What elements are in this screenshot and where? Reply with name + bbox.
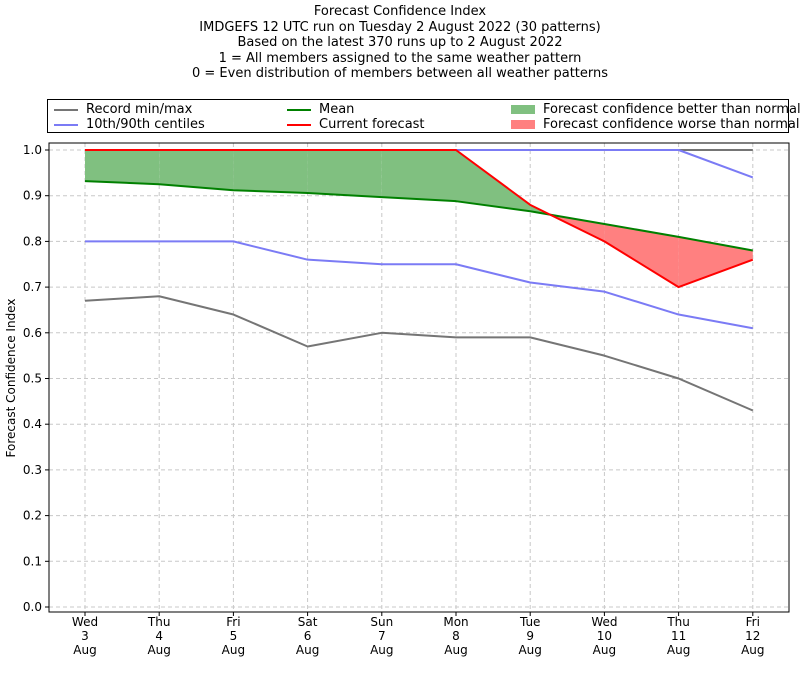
x-tick-label: 6 — [304, 629, 312, 643]
legend-label-centiles: 10th/90th centiles — [86, 117, 205, 132]
x-tick-label: Sun — [370, 615, 393, 629]
gridlines — [49, 143, 789, 612]
x-tick-label: Thu — [666, 615, 690, 629]
y-axis-label: Forecast Confidence Index — [4, 299, 18, 458]
legend-swatch-worse — [511, 120, 535, 129]
better-than-normal-area — [381, 150, 456, 202]
x-tick-label: 10 — [597, 629, 612, 643]
y-tick-label: 0.3 — [23, 463, 42, 477]
y-tick-label: 0.9 — [23, 189, 42, 203]
better-than-normal-area — [85, 150, 160, 185]
x-tick-label: 9 — [526, 629, 534, 643]
y-tick-label: 1.0 — [23, 143, 42, 157]
confidence-fill-areas — [85, 150, 753, 288]
x-axis-ticks: Wed3AugThu4AugFri5AugSat6AugSun7AugMon8A… — [72, 612, 765, 657]
x-tick-label: 3 — [81, 629, 89, 643]
x-tick-label: Thu — [147, 615, 171, 629]
plot-frame — [48, 142, 790, 613]
x-tick-label: Aug — [667, 643, 690, 657]
legend-label-current: Current forecast — [319, 117, 425, 132]
y-tick-label: 0.1 — [23, 554, 42, 568]
x-tick-label: Tue — [519, 615, 541, 629]
better-than-normal-area — [307, 150, 382, 198]
x-tick-label: Fri — [746, 615, 760, 629]
legend-label-record: Record min/max — [86, 102, 193, 117]
series-lines — [84, 149, 754, 412]
x-tick-label: 11 — [671, 629, 686, 643]
y-axis-ticks: 0.0 0.1 0.2 0.3 0.4 0.5 0.6 0.7 0.8 0.9 1.0 — [23, 143, 49, 614]
x-tick-label: Aug — [73, 643, 96, 657]
y-tick-label: 0.6 — [23, 326, 42, 340]
chart-title: Forecast Confidence Index IMDGEFS 12 UTC… — [0, 4, 800, 82]
x-tick-label: 12 — [745, 629, 760, 643]
x-tick-label: Aug — [370, 643, 393, 657]
mean-line — [84, 180, 753, 252]
record-min-line — [84, 295, 754, 412]
better-than-normal-area — [159, 150, 234, 191]
x-tick-label: Aug — [222, 643, 245, 657]
x-tick-label: 4 — [155, 629, 163, 643]
worse-than-normal-area — [604, 224, 679, 288]
centile-10-line — [85, 240, 753, 330]
legend-label-better: Forecast confidence better than normal — [543, 102, 800, 117]
x-tick-label: Aug — [444, 643, 467, 657]
x-tick-label: Fri — [226, 615, 240, 629]
legend-item-centiles: 10th/90th centiles — [54, 117, 205, 132]
title-line-1: Forecast Confidence Index — [313, 4, 487, 19]
y-tick-label: 0.8 — [23, 234, 42, 248]
x-tick-label: Aug — [296, 643, 319, 657]
x-tick-label: Aug — [518, 643, 541, 657]
x-tick-label: Mon — [443, 615, 468, 629]
x-tick-label: Sat — [298, 615, 318, 629]
legend-item-current: Current forecast — [287, 117, 425, 132]
legend-swatch-current — [287, 123, 311, 126]
worse-than-normal-area — [678, 236, 753, 288]
title-line-5: 0 = Even distribution of members between… — [191, 66, 609, 81]
y-tick-label: 0.5 — [23, 372, 42, 386]
x-tick-label: 7 — [378, 629, 386, 643]
better-than-normal-area — [456, 150, 531, 212]
y-tick-label: 0.7 — [23, 280, 42, 294]
y-tick-label: 0.2 — [23, 509, 42, 523]
legend-swatch-mean — [287, 108, 311, 111]
legend-label-worse: Forecast confidence worse than normal — [543, 117, 800, 132]
x-tick-label: Aug — [741, 643, 764, 657]
x-tick-label: 5 — [230, 629, 238, 643]
x-tick-label: Aug — [593, 643, 616, 657]
x-tick-label: Aug — [147, 643, 170, 657]
legend-swatch-record — [54, 108, 78, 111]
legend-item-record: Record min/max — [54, 102, 192, 117]
better-than-normal-area — [233, 150, 308, 193]
y-tick-label: 0.4 — [23, 417, 42, 431]
legend-label-mean: Mean — [319, 102, 355, 117]
legend-swatch-better — [511, 105, 535, 114]
title-line-3: Based on the latest 370 runs up to 2 Aug… — [237, 35, 563, 50]
legend-item-worse: Forecast confidence worse than normal — [511, 117, 800, 132]
y-tick-label: 0.0 — [23, 600, 42, 614]
title-line-4: 1 = All members assigned to the same wea… — [218, 50, 582, 66]
current-forecast-line — [85, 149, 754, 289]
legend: Record min/max 10th/90th centiles Mean C… — [47, 99, 800, 133]
x-tick-label: Wed — [591, 615, 617, 629]
legend-swatch-centiles — [54, 123, 78, 126]
legend-item-mean: Mean — [287, 102, 354, 117]
x-tick-label: Wed — [72, 615, 98, 629]
title-line-2: IMDGEFS 12 UTC run on Tuesday 2 August 2… — [199, 19, 601, 35]
x-tick-label: 8 — [452, 629, 460, 643]
legend-item-better: Forecast confidence better than normal — [511, 102, 800, 117]
